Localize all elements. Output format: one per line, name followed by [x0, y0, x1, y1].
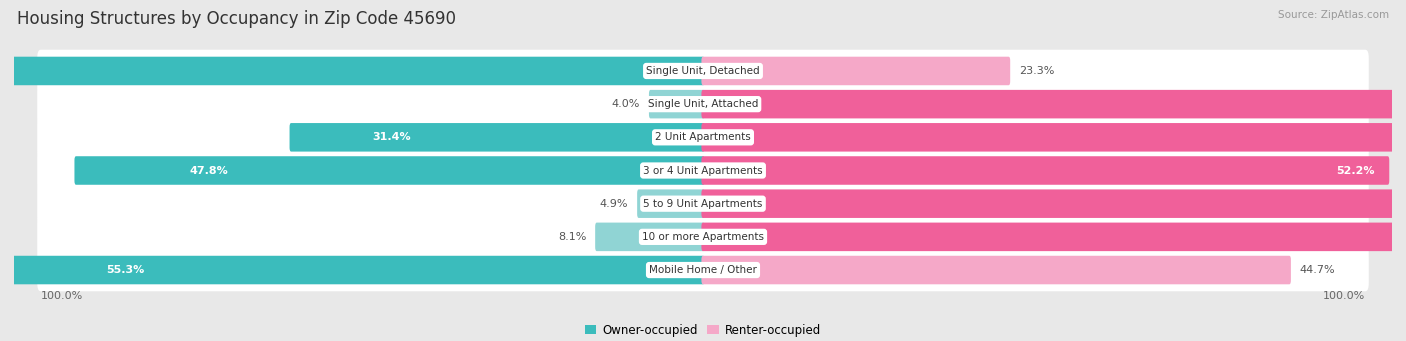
FancyBboxPatch shape — [75, 156, 704, 185]
FancyBboxPatch shape — [37, 182, 1369, 225]
Text: Source: ZipAtlas.com: Source: ZipAtlas.com — [1278, 10, 1389, 20]
FancyBboxPatch shape — [37, 149, 1369, 192]
FancyBboxPatch shape — [702, 223, 1406, 251]
Text: 55.3%: 55.3% — [107, 265, 145, 275]
FancyBboxPatch shape — [37, 216, 1369, 258]
FancyBboxPatch shape — [37, 50, 1369, 92]
FancyBboxPatch shape — [0, 57, 704, 85]
Text: 100.0%: 100.0% — [41, 291, 83, 301]
Text: Single Unit, Attached: Single Unit, Attached — [648, 99, 758, 109]
Text: 44.7%: 44.7% — [1301, 265, 1336, 275]
FancyBboxPatch shape — [37, 249, 1369, 291]
Text: 31.4%: 31.4% — [373, 132, 412, 142]
Text: Mobile Home / Other: Mobile Home / Other — [650, 265, 756, 275]
FancyBboxPatch shape — [637, 189, 704, 218]
FancyBboxPatch shape — [37, 116, 1369, 159]
Text: 5 to 9 Unit Apartments: 5 to 9 Unit Apartments — [644, 199, 762, 209]
FancyBboxPatch shape — [702, 90, 1406, 118]
FancyBboxPatch shape — [290, 123, 704, 152]
FancyBboxPatch shape — [702, 123, 1406, 152]
FancyBboxPatch shape — [595, 223, 704, 251]
Text: 4.0%: 4.0% — [612, 99, 640, 109]
Text: 100.0%: 100.0% — [1323, 291, 1365, 301]
Text: 2 Unit Apartments: 2 Unit Apartments — [655, 132, 751, 142]
Text: Single Unit, Detached: Single Unit, Detached — [647, 66, 759, 76]
Text: 23.3%: 23.3% — [1019, 66, 1054, 76]
FancyBboxPatch shape — [702, 256, 1291, 284]
FancyBboxPatch shape — [37, 83, 1369, 125]
Legend: Owner-occupied, Renter-occupied: Owner-occupied, Renter-occupied — [579, 319, 827, 341]
FancyBboxPatch shape — [702, 156, 1389, 185]
Text: 10 or more Apartments: 10 or more Apartments — [643, 232, 763, 242]
FancyBboxPatch shape — [0, 256, 704, 284]
FancyBboxPatch shape — [702, 57, 1010, 85]
Text: 47.8%: 47.8% — [190, 165, 229, 176]
Text: Housing Structures by Occupancy in Zip Code 45690: Housing Structures by Occupancy in Zip C… — [17, 10, 456, 28]
FancyBboxPatch shape — [650, 90, 704, 118]
FancyBboxPatch shape — [702, 189, 1406, 218]
Text: 4.9%: 4.9% — [599, 199, 628, 209]
Text: 3 or 4 Unit Apartments: 3 or 4 Unit Apartments — [643, 165, 763, 176]
Text: 52.2%: 52.2% — [1336, 165, 1375, 176]
Text: 8.1%: 8.1% — [558, 232, 586, 242]
